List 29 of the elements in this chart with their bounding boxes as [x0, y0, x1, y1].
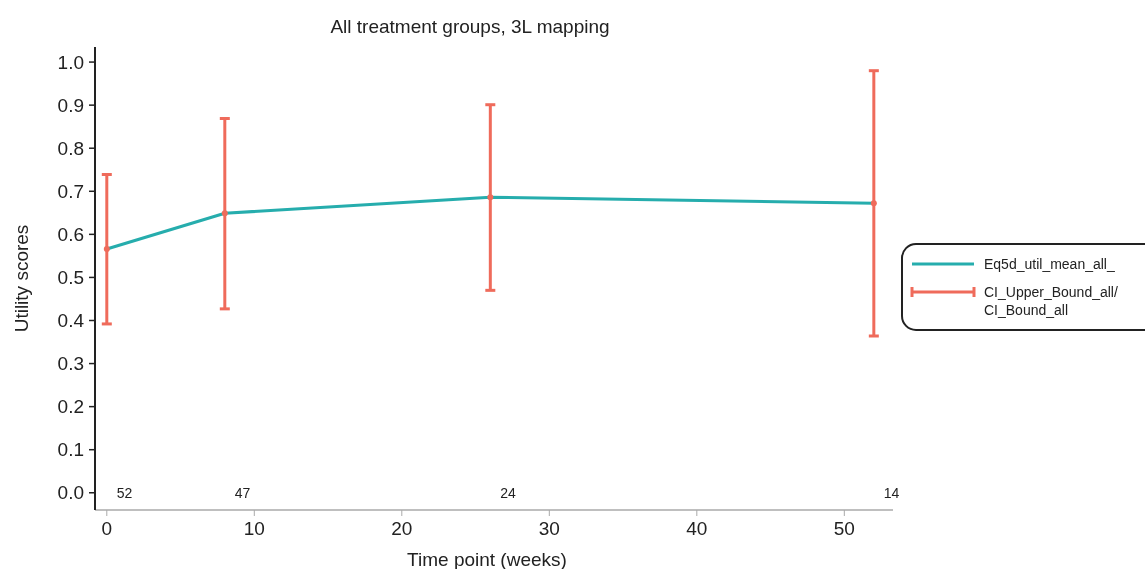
- y-tick-label: 0.9: [57, 94, 84, 116]
- x-tick-label: 0: [101, 518, 113, 539]
- annotation: 14: [883, 484, 900, 501]
- x-tick-label: 50: [833, 518, 855, 539]
- y-tick-label: 0.4: [57, 310, 85, 332]
- legend-label: Eq5d_util_mean_all_: [984, 255, 1115, 272]
- x-tick-label: 40: [686, 518, 708, 539]
- x-tick-label: 20: [391, 518, 413, 539]
- y-tick-label: 0.3: [57, 353, 84, 375]
- y-tick-label: 1.0: [57, 51, 84, 73]
- y-tick-label: 0.1: [57, 439, 84, 461]
- point: [221, 210, 228, 217]
- point: [103, 246, 110, 252]
- y-tick-label: 0.5: [57, 267, 84, 289]
- y-tick-label: 0.0: [57, 482, 84, 504]
- annotation: 47: [234, 484, 251, 501]
- y-tick-label: 0.8: [57, 137, 84, 159]
- y-tick-label: 0.6: [57, 224, 84, 245]
- x-tick-label: 10: [243, 518, 265, 539]
- point: [487, 194, 494, 201]
- point: [870, 200, 877, 207]
- annotation: 24: [500, 484, 517, 501]
- chart-title: All treatment groups, 3L mapping: [330, 16, 610, 37]
- y-axis-title: Utility scores: [11, 224, 32, 333]
- y-tick-label: 0.7: [57, 180, 84, 202]
- annotation: 52: [116, 484, 133, 501]
- x-tick-label: 30: [538, 518, 560, 539]
- y-tick-label: 0.2: [57, 396, 84, 418]
- legend-label: CI_Upper_Bound_all/ CI_Bound_all: [984, 283, 1118, 319]
